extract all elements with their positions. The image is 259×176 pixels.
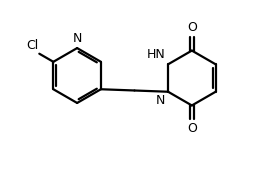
Text: O: O xyxy=(187,21,197,34)
Text: N: N xyxy=(73,32,82,45)
Text: O: O xyxy=(187,122,197,135)
Text: N: N xyxy=(156,94,166,107)
Text: HN: HN xyxy=(147,48,166,61)
Text: Cl: Cl xyxy=(26,39,38,52)
